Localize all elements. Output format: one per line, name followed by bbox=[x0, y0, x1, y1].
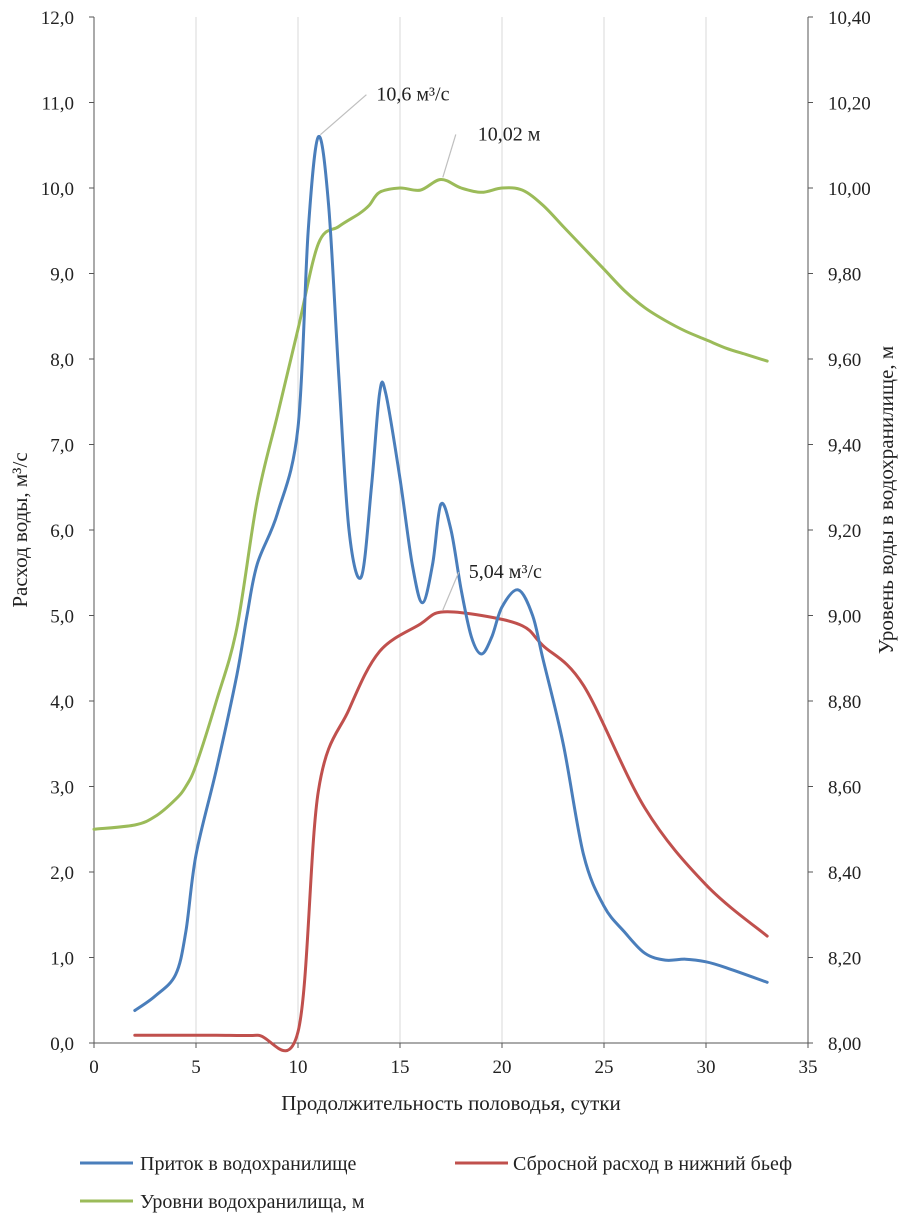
y-tick-label: 6,0 bbox=[50, 521, 74, 542]
y2-axis-title: Уровень воды в водохранилище, м bbox=[874, 346, 898, 654]
x-axis-title: Продолжительность половодья, сутки bbox=[281, 1091, 621, 1115]
y-tick-label: 1,0 bbox=[50, 949, 74, 970]
x-tick-label: 20 bbox=[493, 1057, 512, 1078]
y2-tick-label: 9,20 bbox=[828, 521, 861, 542]
annotation-label: 10,02 м bbox=[478, 123, 541, 145]
legend-label-discharge: Сбросной расход в нижний бьеф bbox=[513, 1153, 792, 1175]
x-tick-label: 5 bbox=[191, 1057, 201, 1078]
series-inflow-line bbox=[133, 135, 769, 1012]
annotation-leader bbox=[442, 134, 457, 178]
y2-tick-label: 10,40 bbox=[828, 8, 871, 29]
legend: Приток в водохранилище Сбросной расход в… bbox=[80, 1153, 792, 1213]
y-tick-label: 9,0 bbox=[50, 265, 74, 286]
y-tick-label: 12,0 bbox=[41, 8, 74, 29]
y2-tick-label: 9,80 bbox=[828, 265, 861, 286]
y-tick-label: 11,0 bbox=[41, 94, 74, 115]
annotation-label: 10,6 м³/с bbox=[376, 84, 449, 106]
annotation-label: 5,04 м³/с bbox=[469, 561, 542, 583]
series-discharge-line bbox=[133, 610, 769, 1053]
legend-label-level: Уровни водохранилища, м bbox=[140, 1191, 365, 1213]
y2-tick-label: 8,00 bbox=[828, 1034, 861, 1055]
y2-tick-label: 10,00 bbox=[828, 179, 871, 200]
y2-tick-label: 10,20 bbox=[828, 94, 871, 115]
y-tick-label: 0,0 bbox=[50, 1034, 74, 1055]
y2-tick-label: 9,00 bbox=[828, 607, 861, 628]
x-tick-label: 10 bbox=[289, 1057, 308, 1078]
y2-tick-labels: 8,00 8,20 8,40 8,60 8,80 9,00 9,20 9,40 9,60 9,80… bbox=[808, 8, 871, 1055]
series-level-line bbox=[92, 178, 769, 831]
annotation-leader bbox=[442, 571, 460, 611]
y-tick-label: 2,0 bbox=[50, 863, 74, 884]
series-lines bbox=[92, 135, 769, 1053]
y-axis-title: Расход воды, м³/с bbox=[8, 452, 32, 607]
annotation-leader bbox=[320, 94, 367, 136]
y2-tick-label: 8,80 bbox=[828, 692, 861, 713]
y2-tick-label: 8,60 bbox=[828, 778, 861, 799]
y2-tick-label: 8,20 bbox=[828, 949, 861, 970]
y2-tick-label: 9,40 bbox=[828, 436, 861, 457]
x-tick-label: 30 bbox=[697, 1057, 716, 1078]
y2-tick-label: 8,40 bbox=[828, 863, 861, 884]
x-tick-label: 0 bbox=[89, 1057, 99, 1078]
y-tick-labels: 0,0 1,0 2,0 3,0 4,0 5,0 6,0 7,0 8,0 9,0 10,0 11,0 12… bbox=[41, 8, 94, 1055]
annotations: 10,6 м³/с 10,02 м 5,04 м³/с bbox=[320, 84, 542, 611]
y-tick-label: 7,0 bbox=[50, 436, 74, 457]
y-tick-label: 5,0 bbox=[50, 607, 74, 628]
y2-tick-label: 9,60 bbox=[828, 350, 861, 371]
y-tick-label: 4,0 bbox=[50, 692, 74, 713]
x-tick-label: 15 bbox=[391, 1057, 410, 1078]
x-tick-labels: 0 5 10 15 20 25 30 35 bbox=[89, 1043, 818, 1078]
x-tick-label: 35 bbox=[799, 1057, 818, 1078]
y-tick-label: 8,0 bbox=[50, 350, 74, 371]
y-tick-label: 10,0 bbox=[41, 179, 74, 200]
x-tick-label: 25 bbox=[595, 1057, 614, 1078]
y-tick-label: 3,0 bbox=[50, 778, 74, 799]
legend-label-inflow: Приток в водохранилище bbox=[140, 1153, 357, 1175]
